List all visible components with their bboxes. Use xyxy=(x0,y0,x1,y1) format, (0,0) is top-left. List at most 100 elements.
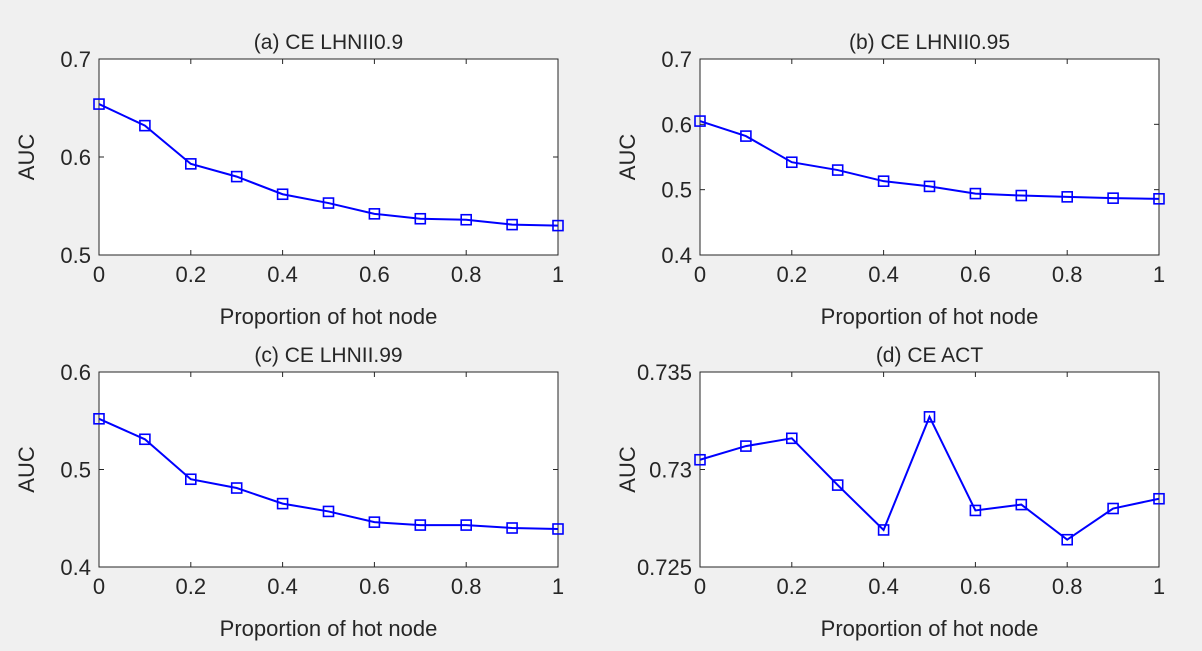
data-point-marker xyxy=(969,504,982,517)
data-point-marker xyxy=(230,170,243,183)
y-tick-label: 0.6 xyxy=(60,145,91,170)
y-tick-label: 0.735 xyxy=(637,360,692,385)
x-tick-label: 0.4 xyxy=(868,262,899,287)
data-point-marker xyxy=(1061,533,1073,546)
data-point-marker xyxy=(831,479,844,491)
data-point-marker xyxy=(93,98,105,110)
x-axis-label: Proportion of hot node xyxy=(220,616,438,641)
x-tick-label: 0.8 xyxy=(1052,574,1083,599)
x-tick-label: 0.2 xyxy=(777,574,808,599)
data-point-marker xyxy=(139,433,151,446)
x-tick-label: 0.2 xyxy=(176,574,207,599)
data-point-marker xyxy=(740,440,752,452)
y-tick-label: 0.6 xyxy=(661,112,692,137)
data-point-marker xyxy=(139,119,151,132)
x-tick-label: 0.6 xyxy=(359,262,390,287)
y-tick-label: 0.5 xyxy=(60,458,91,483)
x-tick-label: 0 xyxy=(694,262,706,287)
x-tick-label: 0.8 xyxy=(451,574,482,599)
chart-panel-1: 0 0.2 0.4 0.6 0.8 1 0.4 0.5 0.6 0.7 (b) CE LHNII0.… xyxy=(615,31,1165,329)
data-point-marker xyxy=(923,180,936,193)
x-axis-label: Proportion of hot node xyxy=(821,304,1039,329)
x-axis-label: Proportion of hot node xyxy=(220,304,438,329)
chart-panel-2: 0 0.2 0.4 0.6 0.8 1 0.4 0.5 0.6 (c) CE LHNII.99 Pr… xyxy=(14,344,564,641)
x-tick-label: 1 xyxy=(1153,574,1165,599)
y-tick-label: 0.5 xyxy=(661,178,692,203)
data-point-marker xyxy=(506,218,518,231)
x-tick-label: 0.6 xyxy=(960,574,991,599)
data-point-marker xyxy=(1015,498,1028,511)
x-tick-label: 0.4 xyxy=(267,262,298,287)
plot-area xyxy=(98,58,559,256)
data-point-marker xyxy=(740,130,752,142)
x-tick-label: 0.4 xyxy=(868,574,899,599)
x-tick-label: 0.8 xyxy=(1052,262,1083,287)
x-axis-label: Proportion of hot node xyxy=(821,616,1039,641)
data-point-marker xyxy=(877,175,890,187)
series-line xyxy=(699,120,1160,200)
y-tick-label: 0.5 xyxy=(60,243,91,268)
chart-title: (d) CE ACT xyxy=(876,344,984,367)
data-point-marker xyxy=(414,212,427,225)
plot-area xyxy=(98,371,559,568)
data-point-marker xyxy=(552,523,564,535)
data-point-marker xyxy=(552,219,564,232)
y-tick-label: 0.4 xyxy=(661,243,692,268)
y-tick-label: 0.7 xyxy=(60,47,91,72)
data-point-marker xyxy=(694,115,706,127)
y-axis-label: AUC xyxy=(615,446,640,493)
data-point-marker xyxy=(185,158,197,170)
x-tick-label: 1 xyxy=(1153,262,1165,287)
x-tick-label: 0.6 xyxy=(960,262,991,287)
data-point-marker xyxy=(322,197,335,209)
data-point-marker xyxy=(230,482,243,494)
data-point-marker xyxy=(1153,492,1165,505)
y-tick-label: 0.4 xyxy=(60,555,91,580)
y-tick-label: 0.725 xyxy=(637,555,692,580)
x-tick-label: 0.8 xyxy=(451,262,482,287)
data-point-marker xyxy=(93,412,105,425)
y-tick-label: 0.73 xyxy=(649,458,692,483)
chart-panel-3: 0 0.2 0.4 0.6 0.8 1 0.725 0.73 0.735 (d) CE ACT Pr… xyxy=(615,344,1165,641)
data-point-marker xyxy=(368,516,381,528)
data-point-marker xyxy=(694,453,706,466)
data-point-marker xyxy=(877,524,890,536)
data-point-marker xyxy=(785,156,798,169)
data-point-marker xyxy=(1015,189,1028,202)
data-point-marker xyxy=(322,505,335,518)
x-tick-label: 1 xyxy=(552,574,564,599)
x-tick-label: 0.2 xyxy=(777,262,808,287)
chart-title: (a) CE LHNII0.9 xyxy=(254,31,403,54)
x-tick-label: 0 xyxy=(93,574,105,599)
data-point-marker xyxy=(276,188,289,201)
y-tick-label: 0.6 xyxy=(60,360,91,385)
data-point-marker xyxy=(923,411,936,423)
data-point-marker xyxy=(185,473,197,486)
chart-title: (b) CE LHNII0.95 xyxy=(849,31,1010,54)
series-line xyxy=(98,103,559,227)
series-line xyxy=(98,417,559,530)
data-point-marker xyxy=(785,432,798,445)
data-point-marker xyxy=(1107,502,1119,515)
x-tick-label: 0.2 xyxy=(176,262,207,287)
y-axis-label: AUC xyxy=(14,134,39,181)
data-point-marker xyxy=(414,519,427,531)
plot-area xyxy=(699,371,1160,568)
data-point-marker xyxy=(276,497,289,510)
data-point-marker xyxy=(460,213,473,226)
data-point-marker xyxy=(368,208,381,220)
x-tick-label: 0 xyxy=(694,574,706,599)
data-point-marker xyxy=(460,519,473,531)
x-tick-label: 0.4 xyxy=(267,574,298,599)
x-tick-label: 0.6 xyxy=(359,574,390,599)
y-tick-label: 0.7 xyxy=(661,47,692,72)
chart-panel-0: 0 0.2 0.4 0.6 0.8 1 0.5 0.6 0.7 (a) CE LHNII0.9 Pr… xyxy=(14,31,564,329)
data-point-marker xyxy=(1153,193,1165,205)
x-tick-label: 0 xyxy=(93,262,105,287)
y-axis-label: AUC xyxy=(14,446,39,493)
x-tick-label: 1 xyxy=(552,262,564,287)
chart-title: (c) CE LHNII.99 xyxy=(254,344,402,367)
plot-area xyxy=(699,58,1160,256)
data-point-marker xyxy=(831,164,844,176)
